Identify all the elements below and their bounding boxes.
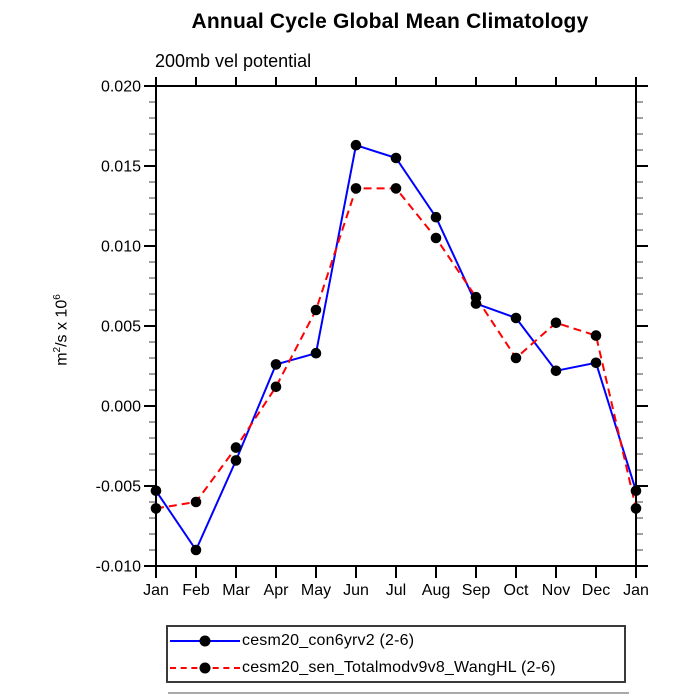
data-point-marker-1 xyxy=(390,183,402,194)
data-point-marker-0 xyxy=(390,152,402,164)
data-point-marker-0 xyxy=(590,357,602,369)
data-point-marker-0 xyxy=(550,365,562,377)
x-tick-label: Feb xyxy=(182,582,210,599)
data-point-marker-0 xyxy=(150,485,162,497)
y-tick-label: 0.000 xyxy=(101,399,141,416)
y-tick-label: 0.010 xyxy=(101,239,141,256)
chart-subtitle: 200mb vel potential xyxy=(155,51,312,71)
legend: cesm20_con6yrv2 (2-6) cesm20_sen_Totalmo… xyxy=(166,625,626,683)
data-point-marker-1 xyxy=(470,291,482,303)
series-line-0 xyxy=(155,143,637,553)
legend-marker-dot xyxy=(199,662,211,673)
plot-frame xyxy=(155,85,637,567)
data-point-marker-1 xyxy=(630,503,642,514)
data-point-marker-0 xyxy=(310,347,322,359)
y-tick-label: -0.010 xyxy=(96,559,141,576)
x-tick-label: Nov xyxy=(542,582,570,599)
data-point-marker-0 xyxy=(350,139,362,151)
y-tick-label: 0.005 xyxy=(101,319,141,336)
x-tick-label: Aug xyxy=(422,582,450,599)
x-tick-label: Jul xyxy=(386,582,406,599)
y-tick-label: 0.020 xyxy=(101,79,141,96)
data-point-marker-1 xyxy=(150,503,162,514)
data-point-marker-0 xyxy=(510,312,522,324)
y-tick-label: 0.015 xyxy=(101,159,141,176)
data-point-marker-1 xyxy=(550,317,562,329)
data-point-marker-1 xyxy=(190,496,202,508)
x-tick-label: Apr xyxy=(264,582,290,599)
legend-label: cesm20_sen_Totalmodv9v8_WangHL (2-6) xyxy=(242,658,556,676)
legend-line-sample-dashed xyxy=(170,662,240,674)
y-tick-label: -0.005 xyxy=(96,479,141,496)
data-point-marker-1 xyxy=(270,381,282,393)
x-tick-label: Mar xyxy=(222,582,250,599)
legend-marker-dot xyxy=(199,635,211,646)
data-point-marker-1 xyxy=(230,442,242,453)
x-tick-label: Jun xyxy=(343,582,369,599)
data-point-marker-1 xyxy=(510,352,522,364)
x-tick-label: May xyxy=(301,582,331,599)
data-point-marker-0 xyxy=(190,544,202,556)
x-tick-label: Oct xyxy=(504,582,529,599)
data-point-marker-0 xyxy=(230,455,242,466)
legend-item-sensitivity: cesm20_sen_Totalmodv9v8_WangHL (2-6) xyxy=(168,654,624,681)
data-point-marker-1 xyxy=(430,232,442,244)
x-tick-label: Jan xyxy=(623,582,649,599)
legend-line-sample-solid xyxy=(170,635,240,647)
data-point-marker-1 xyxy=(350,183,362,194)
x-tick-label: Dec xyxy=(582,582,610,599)
legend-item-control: cesm20_con6yrv2 (2-6) xyxy=(168,627,624,654)
legend-label: cesm20_con6yrv2 (2-6) xyxy=(242,631,415,649)
series-line-1 xyxy=(155,187,637,510)
legend-shadow-line xyxy=(168,692,629,694)
data-point-marker-0 xyxy=(270,359,282,370)
data-point-marker-0 xyxy=(430,211,442,223)
data-point-marker-0 xyxy=(630,485,642,497)
x-tick-label: Sep xyxy=(462,582,491,599)
data-point-marker-1 xyxy=(590,330,602,341)
chart-title: Annual Cycle Global Mean Climatology xyxy=(191,10,589,33)
x-tick-label: Jan xyxy=(143,582,169,599)
data-point-marker-1 xyxy=(310,304,322,316)
